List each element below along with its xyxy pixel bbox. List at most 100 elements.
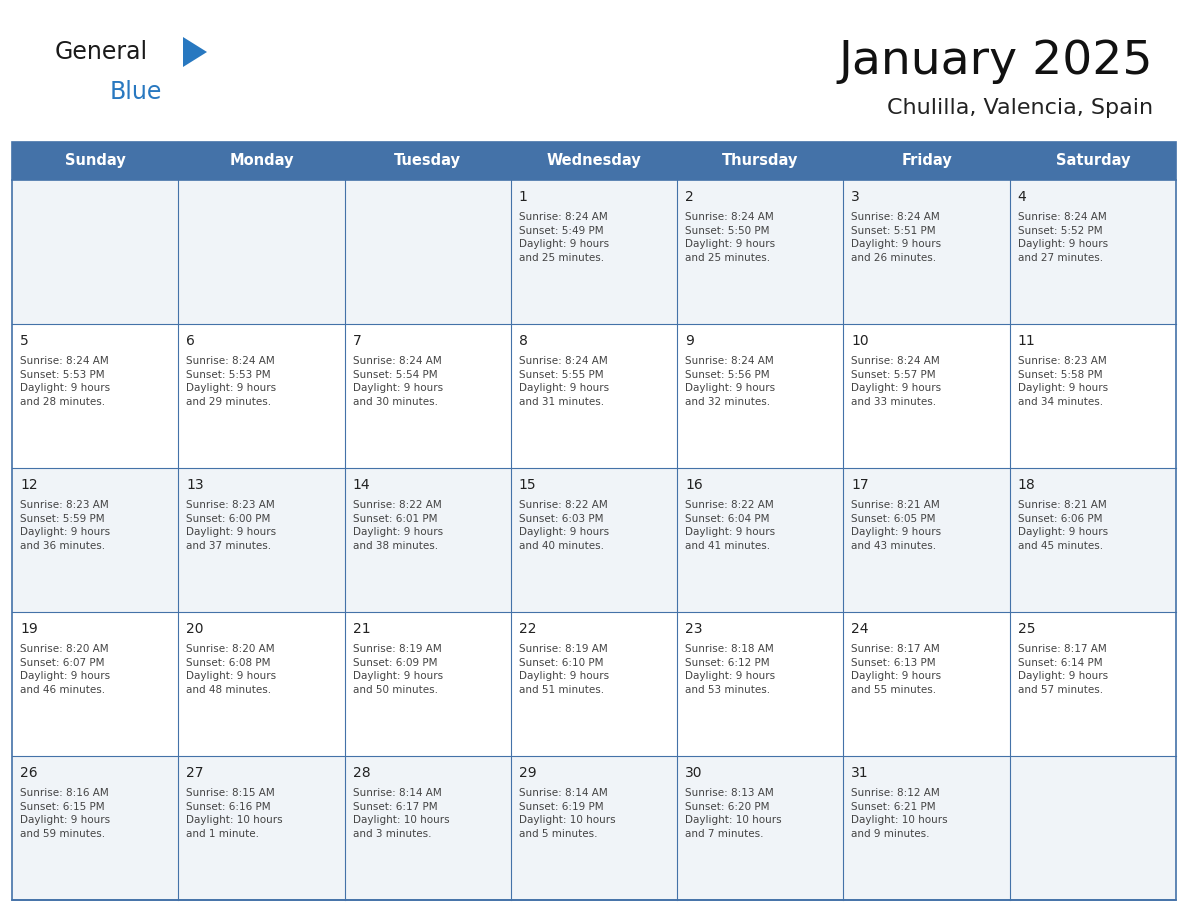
Text: Sunrise: 8:24 AM
Sunset: 5:54 PM
Daylight: 9 hours
and 30 minutes.: Sunrise: 8:24 AM Sunset: 5:54 PM Dayligh… [353, 356, 443, 407]
Text: 29: 29 [519, 766, 537, 780]
Text: Sunrise: 8:23 AM
Sunset: 6:00 PM
Daylight: 9 hours
and 37 minutes.: Sunrise: 8:23 AM Sunset: 6:00 PM Dayligh… [187, 500, 277, 551]
Bar [843, 324, 1010, 468]
Text: Sunrise: 8:24 AM
Sunset: 5:52 PM
Daylight: 9 hours
and 27 minutes.: Sunrise: 8:24 AM Sunset: 5:52 PM Dayligh… [1018, 212, 1108, 263]
Text: Sunrise: 8:24 AM
Sunset: 5:57 PM
Daylight: 9 hours
and 33 minutes.: Sunrise: 8:24 AM Sunset: 5:57 PM Dayligh… [852, 356, 942, 407]
Text: 12: 12 [20, 478, 38, 492]
Bar [345, 612, 511, 756]
Bar [178, 180, 345, 324]
Text: 11: 11 [1018, 334, 1036, 348]
Bar [345, 468, 511, 612]
Text: Saturday: Saturday [1056, 153, 1130, 169]
Text: Sunrise: 8:17 AM
Sunset: 6:13 PM
Daylight: 9 hours
and 55 minutes.: Sunrise: 8:17 AM Sunset: 6:13 PM Dayligh… [852, 644, 942, 695]
Text: Sunrise: 8:21 AM
Sunset: 6:06 PM
Daylight: 9 hours
and 45 minutes.: Sunrise: 8:21 AM Sunset: 6:06 PM Dayligh… [1018, 500, 1108, 551]
Bar [178, 612, 345, 756]
Bar [1010, 324, 1176, 468]
Polygon shape [183, 37, 207, 67]
Bar [843, 612, 1010, 756]
Text: 9: 9 [685, 334, 694, 348]
Text: Thursday: Thursday [722, 153, 798, 169]
Text: Sunday: Sunday [65, 153, 126, 169]
Text: 7: 7 [353, 334, 361, 348]
Text: Sunrise: 8:16 AM
Sunset: 6:15 PM
Daylight: 9 hours
and 59 minutes.: Sunrise: 8:16 AM Sunset: 6:15 PM Dayligh… [20, 788, 110, 839]
Text: 5: 5 [20, 334, 29, 348]
Bar [843, 142, 1010, 180]
Text: Sunrise: 8:24 AM
Sunset: 5:56 PM
Daylight: 9 hours
and 32 minutes.: Sunrise: 8:24 AM Sunset: 5:56 PM Dayligh… [685, 356, 776, 407]
Bar [345, 324, 511, 468]
Text: 4: 4 [1018, 190, 1026, 204]
Text: 13: 13 [187, 478, 204, 492]
Text: 8: 8 [519, 334, 527, 348]
Bar [843, 756, 1010, 900]
Bar [178, 142, 345, 180]
Text: Sunrise: 8:23 AM
Sunset: 5:59 PM
Daylight: 9 hours
and 36 minutes.: Sunrise: 8:23 AM Sunset: 5:59 PM Dayligh… [20, 500, 110, 551]
Text: Friday: Friday [902, 153, 952, 169]
Text: Sunrise: 8:19 AM
Sunset: 6:09 PM
Daylight: 9 hours
and 50 minutes.: Sunrise: 8:19 AM Sunset: 6:09 PM Dayligh… [353, 644, 443, 695]
Bar [843, 180, 1010, 324]
Bar [677, 180, 843, 324]
Text: 2: 2 [685, 190, 694, 204]
Text: Sunrise: 8:23 AM
Sunset: 5:58 PM
Daylight: 9 hours
and 34 minutes.: Sunrise: 8:23 AM Sunset: 5:58 PM Dayligh… [1018, 356, 1108, 407]
Bar [12, 324, 178, 468]
Bar [178, 324, 345, 468]
Text: 23: 23 [685, 622, 702, 636]
Text: Sunrise: 8:12 AM
Sunset: 6:21 PM
Daylight: 10 hours
and 9 minutes.: Sunrise: 8:12 AM Sunset: 6:21 PM Dayligh… [852, 788, 948, 839]
Bar [1010, 612, 1176, 756]
Text: Sunrise: 8:21 AM
Sunset: 6:05 PM
Daylight: 9 hours
and 43 minutes.: Sunrise: 8:21 AM Sunset: 6:05 PM Dayligh… [852, 500, 942, 551]
Text: 22: 22 [519, 622, 536, 636]
Text: Tuesday: Tuesday [394, 153, 461, 169]
Text: General: General [55, 40, 148, 64]
Text: Sunrise: 8:22 AM
Sunset: 6:04 PM
Daylight: 9 hours
and 41 minutes.: Sunrise: 8:22 AM Sunset: 6:04 PM Dayligh… [685, 500, 776, 551]
Text: 31: 31 [852, 766, 870, 780]
Text: Sunrise: 8:19 AM
Sunset: 6:10 PM
Daylight: 9 hours
and 51 minutes.: Sunrise: 8:19 AM Sunset: 6:10 PM Dayligh… [519, 644, 609, 695]
Bar [1010, 468, 1176, 612]
Text: Sunrise: 8:24 AM
Sunset: 5:53 PM
Daylight: 9 hours
and 28 minutes.: Sunrise: 8:24 AM Sunset: 5:53 PM Dayligh… [20, 356, 110, 407]
Bar [677, 612, 843, 756]
Text: 21: 21 [353, 622, 371, 636]
Text: Sunrise: 8:18 AM
Sunset: 6:12 PM
Daylight: 9 hours
and 53 minutes.: Sunrise: 8:18 AM Sunset: 6:12 PM Dayligh… [685, 644, 776, 695]
Bar [12, 756, 178, 900]
Bar [345, 180, 511, 324]
Text: 14: 14 [353, 478, 371, 492]
Text: 26: 26 [20, 766, 38, 780]
Text: Blue: Blue [110, 80, 163, 104]
Bar [511, 756, 677, 900]
Bar [178, 468, 345, 612]
Text: 15: 15 [519, 478, 537, 492]
Text: 1: 1 [519, 190, 527, 204]
Bar [677, 324, 843, 468]
Bar [511, 142, 677, 180]
Bar [12, 180, 178, 324]
Text: Chulilla, Valencia, Spain: Chulilla, Valencia, Spain [887, 98, 1154, 118]
Text: Wednesday: Wednesday [546, 153, 642, 169]
Text: Sunrise: 8:24 AM
Sunset: 5:51 PM
Daylight: 9 hours
and 26 minutes.: Sunrise: 8:24 AM Sunset: 5:51 PM Dayligh… [852, 212, 942, 263]
Text: Sunrise: 8:24 AM
Sunset: 5:53 PM
Daylight: 9 hours
and 29 minutes.: Sunrise: 8:24 AM Sunset: 5:53 PM Dayligh… [187, 356, 277, 407]
Text: Sunrise: 8:20 AM
Sunset: 6:08 PM
Daylight: 9 hours
and 48 minutes.: Sunrise: 8:20 AM Sunset: 6:08 PM Dayligh… [187, 644, 277, 695]
Bar [511, 180, 677, 324]
Text: 6: 6 [187, 334, 195, 348]
Text: 3: 3 [852, 190, 860, 204]
Bar [511, 468, 677, 612]
Bar [511, 612, 677, 756]
Bar [12, 612, 178, 756]
Bar [12, 142, 1176, 900]
Bar [1010, 180, 1176, 324]
Text: 24: 24 [852, 622, 868, 636]
Bar [843, 468, 1010, 612]
Text: 16: 16 [685, 478, 703, 492]
Text: Sunrise: 8:20 AM
Sunset: 6:07 PM
Daylight: 9 hours
and 46 minutes.: Sunrise: 8:20 AM Sunset: 6:07 PM Dayligh… [20, 644, 110, 695]
Text: Sunrise: 8:13 AM
Sunset: 6:20 PM
Daylight: 10 hours
and 7 minutes.: Sunrise: 8:13 AM Sunset: 6:20 PM Dayligh… [685, 788, 782, 839]
Text: 30: 30 [685, 766, 702, 780]
Text: Sunrise: 8:24 AM
Sunset: 5:49 PM
Daylight: 9 hours
and 25 minutes.: Sunrise: 8:24 AM Sunset: 5:49 PM Dayligh… [519, 212, 609, 263]
Text: 19: 19 [20, 622, 38, 636]
Text: 17: 17 [852, 478, 870, 492]
Bar [345, 142, 511, 180]
Text: Sunrise: 8:24 AM
Sunset: 5:50 PM
Daylight: 9 hours
and 25 minutes.: Sunrise: 8:24 AM Sunset: 5:50 PM Dayligh… [685, 212, 776, 263]
Text: Sunrise: 8:15 AM
Sunset: 6:16 PM
Daylight: 10 hours
and 1 minute.: Sunrise: 8:15 AM Sunset: 6:16 PM Dayligh… [187, 788, 283, 839]
Text: 20: 20 [187, 622, 204, 636]
Text: Sunrise: 8:22 AM
Sunset: 6:03 PM
Daylight: 9 hours
and 40 minutes.: Sunrise: 8:22 AM Sunset: 6:03 PM Dayligh… [519, 500, 609, 551]
Text: January 2025: January 2025 [839, 39, 1154, 84]
Bar [677, 468, 843, 612]
Text: Sunrise: 8:24 AM
Sunset: 5:55 PM
Daylight: 9 hours
and 31 minutes.: Sunrise: 8:24 AM Sunset: 5:55 PM Dayligh… [519, 356, 609, 407]
Bar [178, 756, 345, 900]
Text: Sunrise: 8:14 AM
Sunset: 6:19 PM
Daylight: 10 hours
and 5 minutes.: Sunrise: 8:14 AM Sunset: 6:19 PM Dayligh… [519, 788, 615, 839]
